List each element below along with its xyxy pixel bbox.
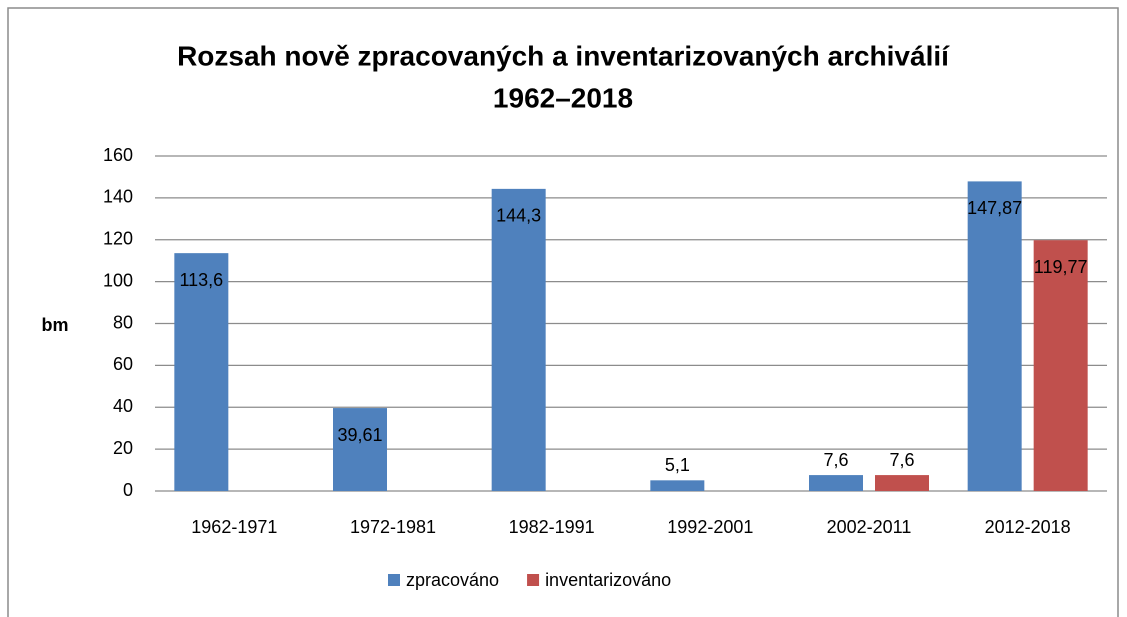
x-tick-label: 2012-2018 <box>985 517 1071 537</box>
bar <box>1033 240 1088 491</box>
y-tick-label: 0 <box>123 480 133 500</box>
data-label: 39,61 <box>337 425 382 445</box>
data-label: 7,6 <box>823 450 848 470</box>
y-tick-label: 120 <box>103 229 133 249</box>
y-tick-label: 40 <box>113 396 133 416</box>
chart-frame <box>7 7 1119 617</box>
y-tick-label: 80 <box>113 312 133 332</box>
legend-label: inventarizováno <box>545 570 671 590</box>
x-tick-label: 2002-2011 <box>827 517 912 537</box>
y-axis-label: bm <box>42 315 69 335</box>
data-label: 5,1 <box>665 455 690 475</box>
legend-swatch <box>527 574 540 586</box>
y-tick-label: 60 <box>113 354 133 374</box>
x-tick-label: 1992-2001 <box>667 517 753 537</box>
legend-label: zpracováno <box>406 570 499 590</box>
x-tick-label: 1972-1981 <box>350 517 436 537</box>
bar <box>809 475 863 491</box>
bar <box>174 253 229 491</box>
legend-swatch <box>388 574 400 586</box>
bar <box>491 188 546 491</box>
data-label: 113,6 <box>179 270 223 290</box>
bar <box>875 475 929 491</box>
data-label: 144,3 <box>496 206 541 226</box>
bar <box>333 408 387 491</box>
data-label: 119,77 <box>1034 257 1088 277</box>
chart-title: 1962–2018 <box>493 82 633 113</box>
y-tick-label: 140 <box>103 187 133 207</box>
chart-title: Rozsah nově zpracovaných a inventarizova… <box>177 40 950 71</box>
bar <box>967 181 1022 491</box>
y-tick-label: 20 <box>113 438 133 458</box>
y-tick-label: 100 <box>103 270 133 290</box>
bar <box>650 480 705 491</box>
y-tick-label: 160 <box>103 145 133 165</box>
data-label: 147,87 <box>967 198 1022 218</box>
x-tick-label: 1982-1991 <box>509 517 595 537</box>
x-tick-label: 1962-1971 <box>191 517 277 537</box>
data-label: 7,6 <box>889 450 914 470</box>
